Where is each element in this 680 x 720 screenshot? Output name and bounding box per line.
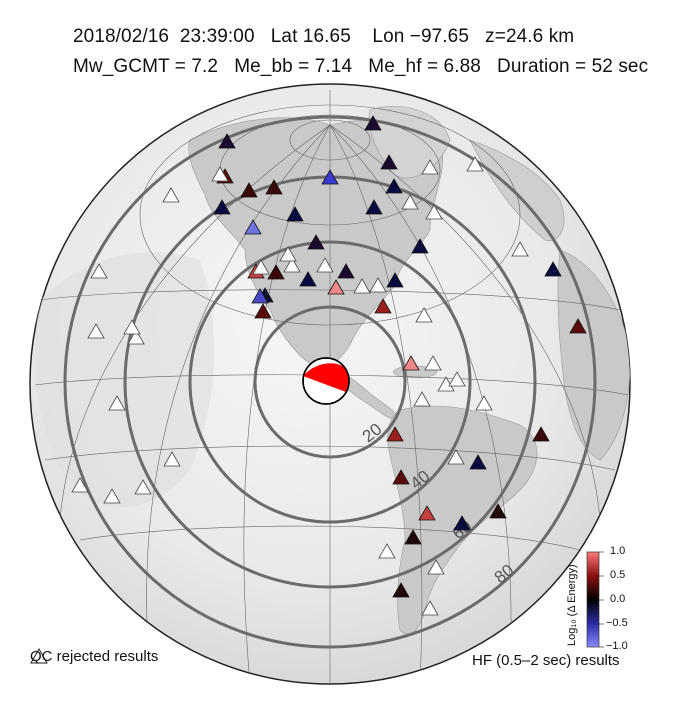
station-marker-qc-rejected xyxy=(162,187,180,203)
station-marker xyxy=(469,454,487,470)
station-marker-qc-rejected xyxy=(425,204,443,220)
station-marker xyxy=(532,426,550,442)
station-marker xyxy=(385,178,403,194)
station-marker xyxy=(265,179,283,195)
station-marker xyxy=(569,318,587,334)
station-marker-qc-rejected xyxy=(421,159,439,175)
qc-rejected-legend-icon xyxy=(30,647,48,664)
station-marker-qc-rejected xyxy=(401,194,419,210)
station-marker-qc-rejected xyxy=(87,323,105,339)
qc-rejected-legend: QC rejected results xyxy=(30,648,159,665)
eurasia-landmass-edge xyxy=(469,139,565,242)
station-marker xyxy=(286,206,304,222)
colorbar xyxy=(586,551,600,648)
station-marker-qc-rejected xyxy=(421,600,439,616)
station-marker xyxy=(299,271,317,287)
station-marker-qc-rejected xyxy=(163,451,181,467)
colorbar-tick-1: 1.0 xyxy=(610,545,626,557)
station-marker-qc-rejected xyxy=(127,329,145,345)
colorbar-tick-0: 0.0 xyxy=(610,593,626,605)
distance-ring-20 xyxy=(253,305,407,459)
station-marker xyxy=(392,582,410,598)
colorbar-tick-m05: −0.5 xyxy=(606,617,628,629)
station-marker-qc-rejected xyxy=(134,479,152,495)
beachball-compressional-quadrant xyxy=(303,363,350,392)
station-marker-qc-rejected xyxy=(90,263,108,279)
station-marker xyxy=(374,298,392,314)
station-marker-qc-rejected xyxy=(71,477,89,493)
station-marker-qc-rejected xyxy=(283,257,301,273)
station-marker xyxy=(321,169,339,185)
station-marker xyxy=(386,272,404,288)
station-marker xyxy=(267,264,285,280)
event-magnitude-line: Mw_GCMT = 7.2 Me_bb = 7.14 Me_hf = 6.88 … xyxy=(73,56,649,77)
station-marker-qc-rejected xyxy=(353,278,371,294)
station-marker-qc-rejected xyxy=(424,355,442,371)
station-marker-qc-rejected xyxy=(252,259,270,275)
station-marker-qc-rejected xyxy=(475,395,493,411)
station-marker xyxy=(402,355,420,371)
station-marker-qc-rejected xyxy=(415,307,433,323)
station-marker xyxy=(404,529,422,545)
station-marker xyxy=(254,303,272,319)
station-marker xyxy=(364,115,382,131)
colorbar-ticks xyxy=(599,551,604,648)
station-marker xyxy=(544,261,562,277)
station-marker xyxy=(418,505,436,521)
station-marker xyxy=(386,426,404,442)
station-marker-qc-rejected xyxy=(511,241,529,257)
station-marker xyxy=(251,288,269,304)
station-marker xyxy=(244,219,262,235)
station-marker-qc-rejected xyxy=(378,543,396,559)
station-marker-qc-rejected xyxy=(369,277,387,293)
colorbar-tick-05: 0.5 xyxy=(610,569,626,581)
distance-ring-80 xyxy=(63,115,597,649)
station-marker-qc-rejected xyxy=(427,559,445,575)
colorbar-label: Log₁₀ (Δ Energy) xyxy=(566,564,578,646)
station-marker xyxy=(213,199,231,215)
station-marker-qc-rejected xyxy=(466,156,484,172)
station-marker-qc-rejected xyxy=(447,449,465,465)
station-marker xyxy=(307,234,325,250)
station-marker xyxy=(365,199,383,215)
station-marker xyxy=(392,469,410,485)
station-marker xyxy=(411,238,429,254)
focal-mechanism-beachball xyxy=(302,357,350,405)
station-marker-qc-rejected xyxy=(211,166,229,182)
station-marker-qc-rejected xyxy=(279,246,297,262)
station-marker xyxy=(380,154,398,170)
station-marker-qc-rejected xyxy=(108,395,126,411)
station-marker-qc-rejected xyxy=(448,371,466,387)
station-marker-qc-rejected xyxy=(103,488,121,504)
station-marker-qc-rejected xyxy=(123,319,141,335)
hf-results-legend: HF (0.5–2 sec) results xyxy=(472,652,620,669)
station-marker-qc-rejected xyxy=(413,391,431,407)
station-marker-qc-rejected xyxy=(316,257,334,273)
station-marker xyxy=(218,133,236,149)
colorbar-tick-m1: −1.0 xyxy=(606,640,628,652)
station-marker xyxy=(489,503,507,519)
stations-layer xyxy=(71,115,587,616)
station-marker xyxy=(453,515,471,531)
station-marker xyxy=(240,182,258,198)
event-origin-line: 2018/02/16 23:39:00 Lat 16.65 Lon −97.65… xyxy=(73,26,575,47)
distance-ring-40 xyxy=(188,240,472,524)
station-marker xyxy=(327,279,345,295)
station-marker xyxy=(337,263,355,279)
